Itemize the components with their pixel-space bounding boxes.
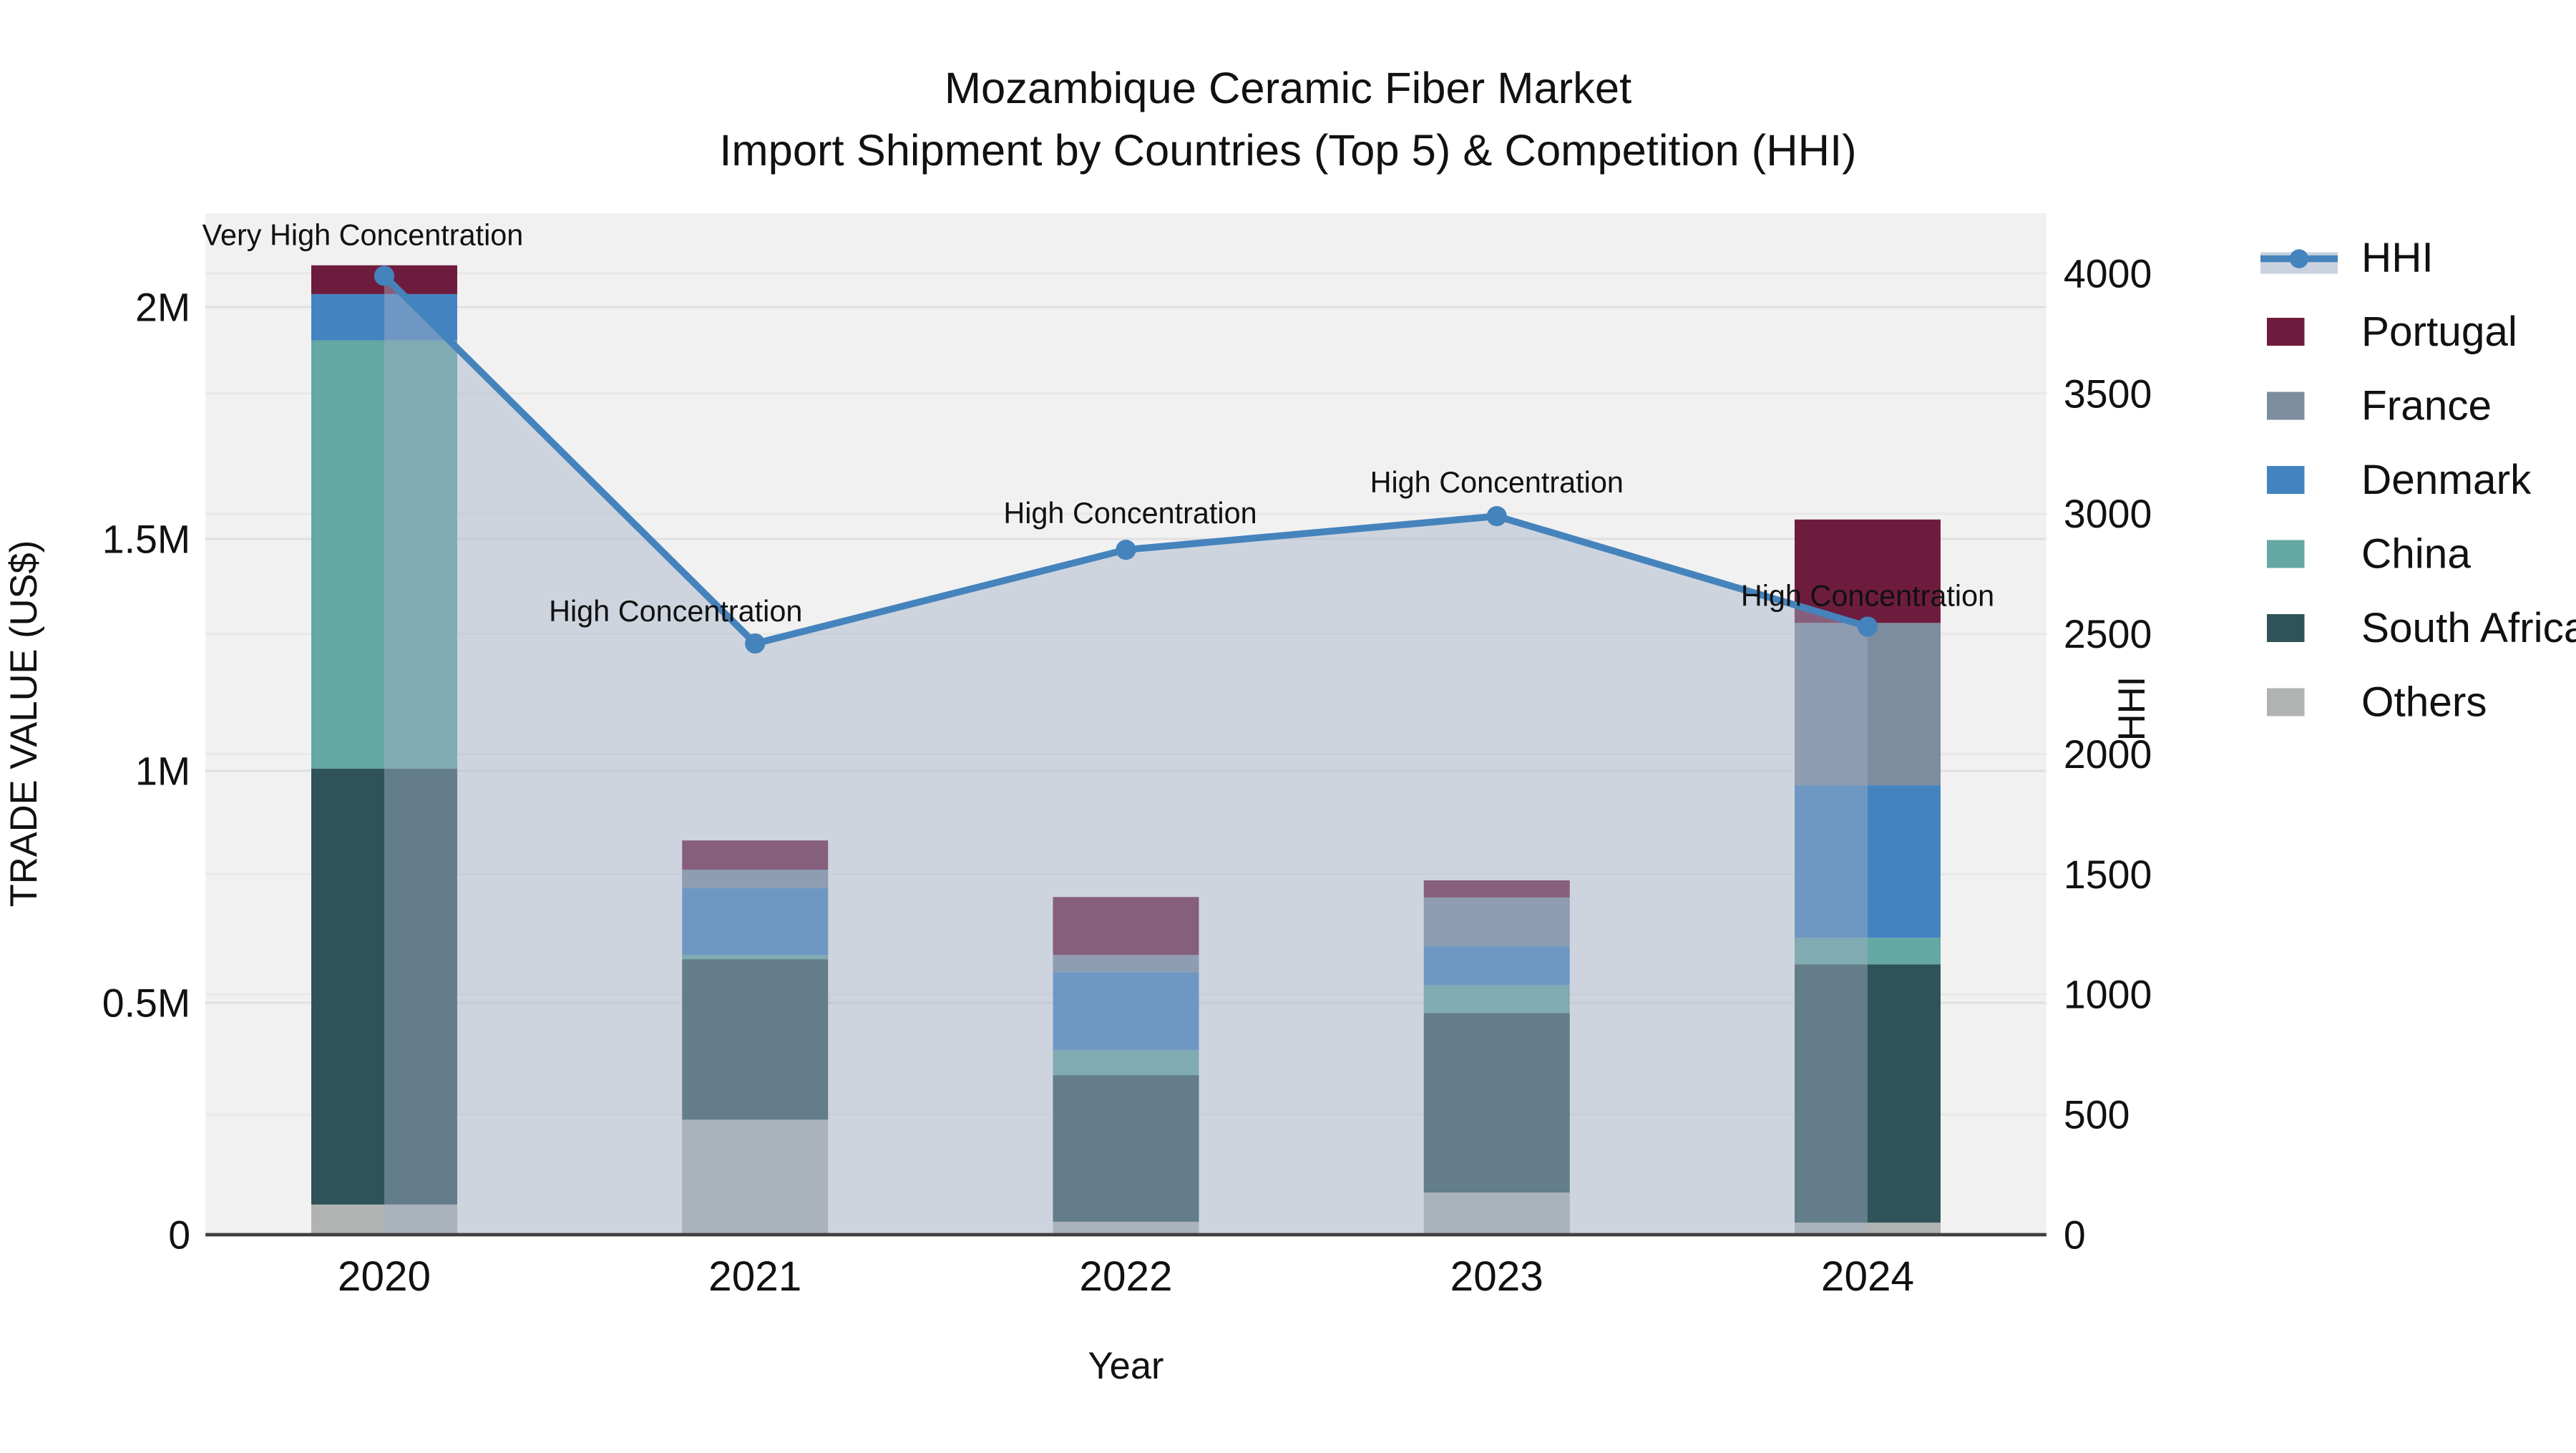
bar-segment-portugal-2024[interactable]	[1795, 519, 1941, 623]
bar-segment-others-2024[interactable]	[1795, 1223, 1941, 1235]
bar-segment-denmark-2024[interactable]	[1795, 785, 1941, 938]
y-left-tick-1.5M: 1.5M	[102, 517, 190, 562]
legend-swatch-china	[2267, 540, 2305, 568]
legend-swatch-portugal	[2267, 318, 2305, 346]
bar-segment-portugal-2021[interactable]	[682, 840, 829, 870]
bar-segment-others-2022[interactable]	[1053, 1221, 1199, 1235]
annotation-2021: High Concentration	[549, 595, 802, 628]
y-right-tick-4000: 4000	[2064, 251, 2152, 296]
x-axis-title: Year	[1088, 1345, 1163, 1387]
legend-hhi-marker	[2289, 249, 2309, 268]
x-tick-2020: 2020	[338, 1253, 431, 1300]
bar-segment-france-2023[interactable]	[1423, 897, 1570, 946]
annotation-2023: High Concentration	[1370, 466, 1624, 499]
bar-segment-others-2020[interactable]	[311, 1204, 457, 1235]
bar-segment-denmark-2020[interactable]	[311, 293, 457, 341]
legend-label-denmark: Denmark	[2361, 457, 2532, 503]
legend-label-others: Others	[2361, 679, 2487, 726]
legend-swatch-others	[2267, 688, 2305, 716]
legend-item-hhi[interactable]: HHI	[2260, 235, 2434, 281]
y-left-tick-2M: 2M	[135, 286, 190, 330]
legend-item-south-africa[interactable]: South Africa	[2267, 605, 2576, 651]
bar-segment-south-africa-2023[interactable]	[1423, 1013, 1570, 1193]
annotation-2022: High Concentration	[1003, 497, 1257, 530]
y-left-tick-0: 0	[168, 1213, 190, 1258]
x-tick-2022: 2022	[1079, 1253, 1172, 1300]
y-left-tick-0.5M: 0.5M	[102, 981, 190, 1026]
hhi-point-2023[interactable]	[1486, 506, 1507, 527]
y-right-tick-0: 0	[2064, 1213, 2086, 1258]
x-tick-2021: 2021	[708, 1253, 801, 1300]
y-right-tick-1000: 1000	[2064, 973, 2152, 1017]
legend-label-south-africa: South Africa	[2361, 605, 2576, 651]
y-axis-title-right: HHI	[2111, 676, 2153, 741]
bar-segment-china-2023[interactable]	[1423, 985, 1570, 1014]
y-right-tick-3000: 3000	[2064, 492, 2152, 536]
legend-item-france[interactable]: France	[2267, 383, 2492, 429]
bar-segment-france-2024[interactable]	[1795, 623, 1941, 786]
y-right-tick-1500: 1500	[2064, 852, 2152, 897]
legend-label-china: China	[2361, 531, 2471, 578]
y-left-tick-1M: 1M	[135, 749, 190, 794]
y-axis-title-left: TRADE VALUE (US$)	[3, 540, 45, 907]
hhi-point-2024[interactable]	[1857, 616, 1878, 637]
bar-segment-south-africa-2021[interactable]	[682, 959, 829, 1120]
y-right-tick-2000: 2000	[2064, 732, 2152, 777]
hhi-point-2022[interactable]	[1116, 540, 1136, 560]
bar-segment-china-2022[interactable]	[1053, 1050, 1199, 1076]
legend-swatch-france	[2267, 392, 2305, 420]
bar-segment-denmark-2022[interactable]	[1053, 972, 1199, 1051]
bar-segment-france-2022[interactable]	[1053, 955, 1199, 973]
bar-segment-portugal-2023[interactable]	[1423, 880, 1570, 898]
legend-item-others[interactable]: Others	[2267, 679, 2487, 726]
bar-segment-portugal-2022[interactable]	[1053, 897, 1199, 956]
chart-title-line1: Mozambique Ceramic Fiber Market	[945, 64, 1631, 113]
legend-item-china[interactable]: China	[2267, 531, 2471, 578]
hhi-point-2020[interactable]	[374, 266, 395, 286]
bar-segment-france-2021[interactable]	[682, 870, 829, 888]
chart-title-line2: Import Shipment by Countries (Top 5) & C…	[719, 126, 1856, 175]
bar-segment-others-2021[interactable]	[682, 1119, 829, 1235]
legend-label-hhi: HHI	[2361, 235, 2434, 281]
x-tick-2024: 2024	[1821, 1253, 1914, 1300]
legend-item-denmark[interactable]: Denmark	[2267, 457, 2532, 503]
bar-segment-china-2024[interactable]	[1795, 938, 1941, 965]
bar-segment-south-africa-2022[interactable]	[1053, 1075, 1199, 1222]
y-right-tick-3500: 3500	[2064, 371, 2152, 416]
bar-segment-others-2023[interactable]	[1423, 1192, 1570, 1235]
y-right-tick-500: 500	[2064, 1093, 2130, 1137]
hhi-point-2021[interactable]	[745, 633, 766, 654]
annotation-2024: High Concentration	[1741, 579, 1994, 612]
bar-segment-china-2021[interactable]	[682, 955, 829, 960]
bar-segment-denmark-2021[interactable]	[682, 888, 829, 956]
bar-segment-south-africa-2020[interactable]	[311, 768, 457, 1205]
legend-swatch-denmark	[2267, 466, 2305, 494]
bar-segment-denmark-2023[interactable]	[1423, 946, 1570, 986]
annotation-2020: Very High Concentration	[203, 218, 524, 251]
legend-label-france: France	[2361, 383, 2492, 429]
bar-segment-south-africa-2024[interactable]	[1795, 964, 1941, 1223]
x-tick-2023: 2023	[1450, 1253, 1543, 1300]
legend-label-portugal: Portugal	[2361, 308, 2517, 355]
legend-item-portugal[interactable]: Portugal	[2267, 308, 2517, 355]
bar-segment-china-2020[interactable]	[311, 340, 457, 769]
y-right-tick-2500: 2500	[2064, 612, 2152, 656]
hhi-area-fill	[384, 276, 1868, 1235]
legend-swatch-south-africa	[2267, 614, 2305, 642]
